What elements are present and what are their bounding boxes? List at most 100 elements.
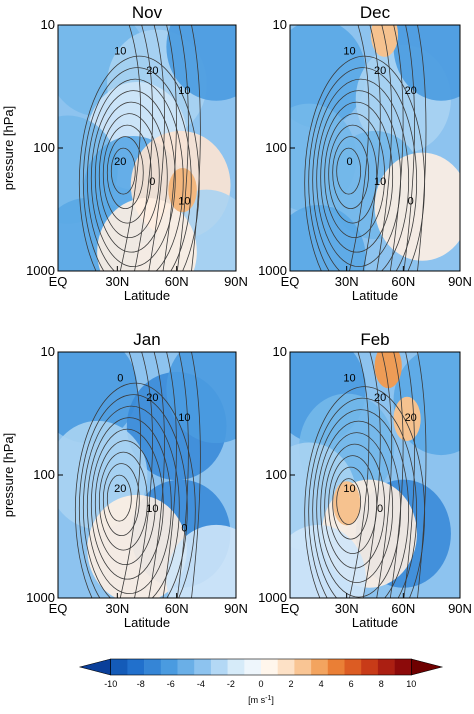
x-tick-label: 60N <box>165 601 189 616</box>
x-tick-label: 30N <box>105 601 129 616</box>
contour-line <box>162 25 177 271</box>
colorbar-tick-label: 0 <box>258 679 263 689</box>
contour-line <box>191 25 201 271</box>
wind-anomaly-field <box>290 352 460 598</box>
contour-line <box>82 67 192 271</box>
contour-label: 20 <box>405 412 417 424</box>
shading-region <box>166 25 236 101</box>
colorbar-frame <box>110 658 412 676</box>
wind-anomaly-field <box>290 25 460 271</box>
x-tick-label: EQ <box>49 274 68 289</box>
contour-label: 10 <box>343 46 355 58</box>
contour-line <box>162 352 177 598</box>
x-axis-label: Latitude <box>124 615 170 630</box>
colorbar-segment <box>144 659 162 675</box>
contour-line <box>134 25 153 271</box>
contour-line <box>78 394 188 598</box>
zonal-wind-contours <box>78 25 201 271</box>
shading-region <box>166 524 236 598</box>
contour-line <box>82 405 180 598</box>
contour-line <box>403 352 415 598</box>
colorbar-segment <box>344 659 362 675</box>
contour-line <box>389 352 404 598</box>
x-axis-label: Latitude <box>352 615 398 630</box>
y-tick-label: 10 <box>273 344 287 359</box>
contour-line <box>119 25 142 271</box>
contour-label: 10 <box>178 85 190 97</box>
contour-line <box>362 25 381 271</box>
y-tick-label: 10 <box>273 17 287 32</box>
panel-title: Jan <box>133 330 160 349</box>
y-tick-label: 10 <box>41 344 55 359</box>
wind-anomaly-field <box>58 25 236 271</box>
contour-label: 0 <box>346 156 352 168</box>
contour-line <box>90 428 164 580</box>
contour-label: 20 <box>374 65 386 77</box>
y-tick-label: 1000 <box>258 263 287 278</box>
contour-label: 10 <box>178 196 190 208</box>
contour-line <box>102 463 140 537</box>
colorbar-tick-label: 8 <box>379 679 384 689</box>
positive-anomaly-region <box>333 481 361 526</box>
colorbar-segment <box>177 659 195 675</box>
x-tick-label: 30N <box>335 601 359 616</box>
x-tick-label: 90N <box>224 274 248 289</box>
contour-line <box>176 352 189 598</box>
contour-line <box>320 432 394 584</box>
y-tick-label: 100 <box>265 467 287 482</box>
contour-line <box>308 397 418 598</box>
y-tick-label: 100 <box>33 140 55 155</box>
x-tick-label: EQ <box>281 601 300 616</box>
contour-label: 20 <box>374 392 386 404</box>
contour-line <box>324 443 386 569</box>
contour-line <box>312 409 410 598</box>
zonal-wind-contours <box>304 25 427 271</box>
contour-line <box>106 136 144 210</box>
y-tick-label: 10 <box>41 17 55 32</box>
contour-line <box>119 352 142 598</box>
positive-anomaly-region <box>370 25 399 57</box>
panel-title: Nov <box>132 3 163 22</box>
contour-label: 20 <box>405 85 417 97</box>
colorbar-segment <box>227 659 245 675</box>
contour-line <box>336 478 362 526</box>
shading-region <box>58 352 138 444</box>
colorbar-segment <box>327 659 345 675</box>
colorbar-segment <box>277 659 295 675</box>
x-tick-label: 90N <box>448 601 472 616</box>
colorbar-tick-label: -8 <box>137 679 145 689</box>
x-tick-label: EQ <box>49 601 68 616</box>
y-axis-label: pressure [hPa] <box>1 106 16 191</box>
contour-label: 20 <box>114 483 126 495</box>
contour-line <box>349 25 370 271</box>
colorbar-segment <box>160 659 178 675</box>
shading-region <box>166 352 236 444</box>
contour-line <box>94 440 156 566</box>
contour-label: 10 <box>343 483 355 495</box>
shading-region <box>374 152 460 261</box>
contour-line <box>86 417 172 595</box>
contour-line <box>191 352 201 598</box>
contour-label: 10 <box>374 176 386 188</box>
x-tick-label: EQ <box>281 274 300 289</box>
contour-line <box>148 25 165 271</box>
contour-line <box>308 67 418 271</box>
contour-label: 20 <box>114 156 126 168</box>
contour-label: 20 <box>146 65 158 77</box>
zonal-wind-contours <box>74 352 201 598</box>
colorbar-arrow-high <box>411 658 444 676</box>
colorbar-segment <box>311 659 329 675</box>
contour-label: 0 <box>181 523 187 535</box>
x-tick-label: 60N <box>391 274 415 289</box>
x-tick-label: 30N <box>105 274 129 289</box>
colorbar-arrow-low <box>78 658 111 676</box>
y-tick-label: 100 <box>33 467 55 482</box>
contour-label: 20 <box>146 392 158 404</box>
contour-label: 10 <box>343 373 355 385</box>
x-tick-label: 60N <box>165 274 189 289</box>
colorbar-segment <box>377 659 395 675</box>
